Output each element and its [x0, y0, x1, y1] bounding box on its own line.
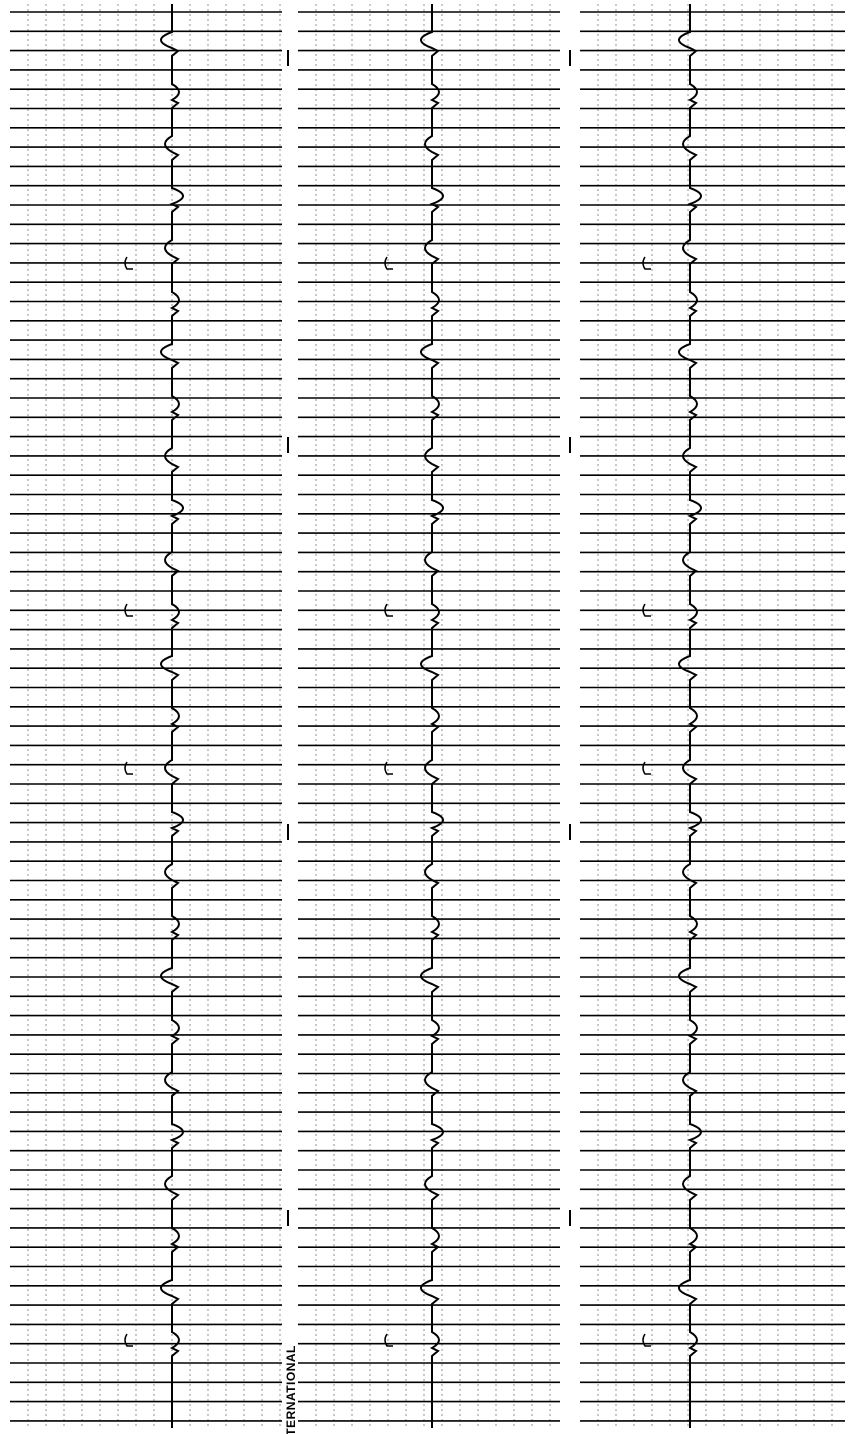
strip-label: NTERNATIONAL	[284, 1345, 298, 1434]
page: NTERNATIONAL (() => { const data = JSON.…	[0, 0, 861, 1434]
lead-marker	[643, 762, 651, 774]
grid	[10, 4, 845, 1428]
lead-marker	[385, 762, 393, 774]
lead-marker	[125, 762, 133, 774]
traces	[125, 4, 701, 1428]
ecg-sheet: NTERNATIONAL	[0, 0, 861, 1434]
ecg-trace	[679, 4, 701, 1428]
